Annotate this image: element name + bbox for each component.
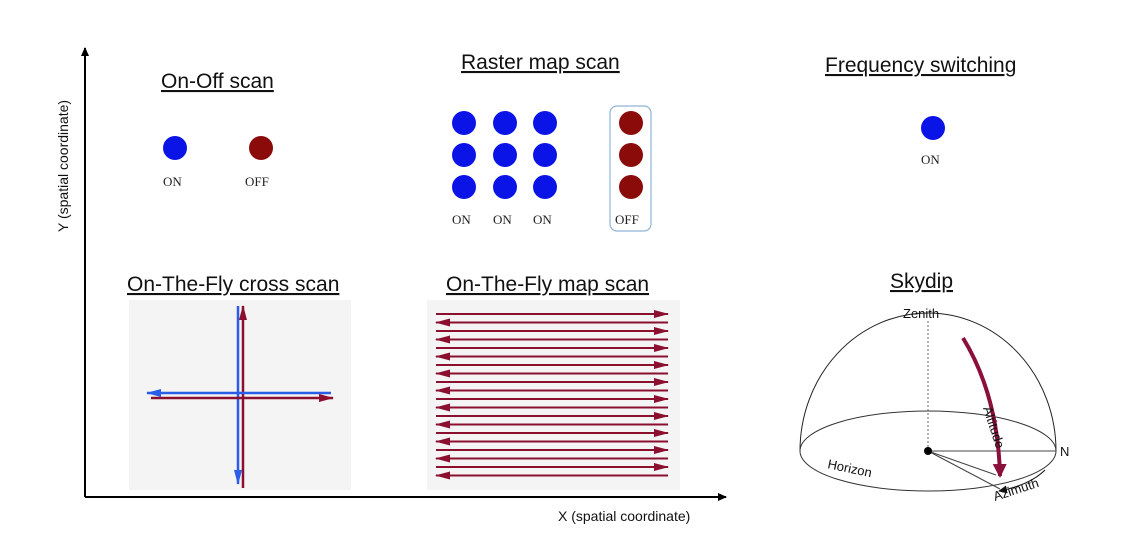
raster-off-dot	[619, 175, 643, 199]
raster-on-dot	[493, 175, 517, 199]
skydip-dome	[799, 312, 1057, 452]
raster-title: Raster map scan	[461, 51, 620, 74]
raster-on-label: ON	[533, 212, 552, 227]
skydip-title: Skydip	[890, 270, 953, 293]
raster-on-dot	[493, 143, 517, 167]
freq-panel: Frequency switching ON	[825, 54, 1016, 167]
raster-on-label: ON	[493, 212, 512, 227]
otf-cross-title: On-The-Fly cross scan	[127, 273, 339, 296]
x-axis-label: X (spatial coordinate)	[558, 508, 690, 524]
raster-off-dot	[619, 111, 643, 135]
otf-map-background	[427, 300, 680, 490]
raster-on-label: ON	[452, 212, 471, 227]
raster-on-dot	[452, 175, 476, 199]
otf-map-title: On-The-Fly map scan	[446, 273, 649, 296]
raster-off-bracket	[609, 105, 652, 232]
raster-on-dot	[452, 143, 476, 167]
azimuth-arc	[998, 469, 1046, 494]
otf-cross-panel: On-The-Fly cross scan	[127, 273, 351, 490]
raster-on-dot	[533, 143, 557, 167]
zenith-label: Zenith	[903, 306, 939, 321]
observer-dot	[924, 447, 932, 455]
onoff-panel: On-Off scan ON OFF	[161, 70, 274, 189]
raster-off-label: OFF	[615, 212, 639, 227]
onoff-on-label: ON	[163, 174, 182, 189]
azimuth-guide-line	[927, 450, 1001, 490]
raster-on-grid	[452, 111, 557, 199]
horizon-label: Horizon	[826, 456, 873, 480]
freq-title: Frequency switching	[825, 54, 1016, 77]
onoff-off-dot	[249, 136, 273, 160]
skydip-panel: Skydip Zenith Altitude Horizon Azimuth N	[799, 270, 1069, 504]
azimuth-label: Azimuth	[991, 475, 1040, 504]
skydip-altitude-arrow	[961, 336, 1007, 478]
raster-on-dot	[533, 175, 557, 199]
raster-on-dot	[533, 111, 557, 135]
freq-on-dot	[921, 116, 945, 140]
raster-on-dot	[493, 111, 517, 135]
raster-off-dot	[619, 143, 643, 167]
main-axes: X (spatial coordinate) Y (spatial coordi…	[55, 47, 727, 524]
raster-on-dot	[452, 111, 476, 135]
y-axis-label: Y (spatial coordinate)	[55, 100, 71, 232]
onoff-on-dot	[163, 136, 187, 160]
north-label: N	[1060, 444, 1069, 459]
onoff-title: On-Off scan	[161, 70, 274, 93]
freq-on-label: ON	[921, 152, 940, 167]
otf-map-scan-lines	[435, 310, 669, 480]
altitude-label: Altitude	[980, 404, 1008, 450]
onoff-off-label: OFF	[245, 174, 269, 189]
otf-cross-background	[129, 300, 351, 490]
raster-panel: Raster map scan ON ON ON OFF	[452, 51, 652, 232]
otf-map-panel: On-The-Fly map scan	[427, 273, 680, 490]
altitude-guide-line	[927, 450, 997, 476]
